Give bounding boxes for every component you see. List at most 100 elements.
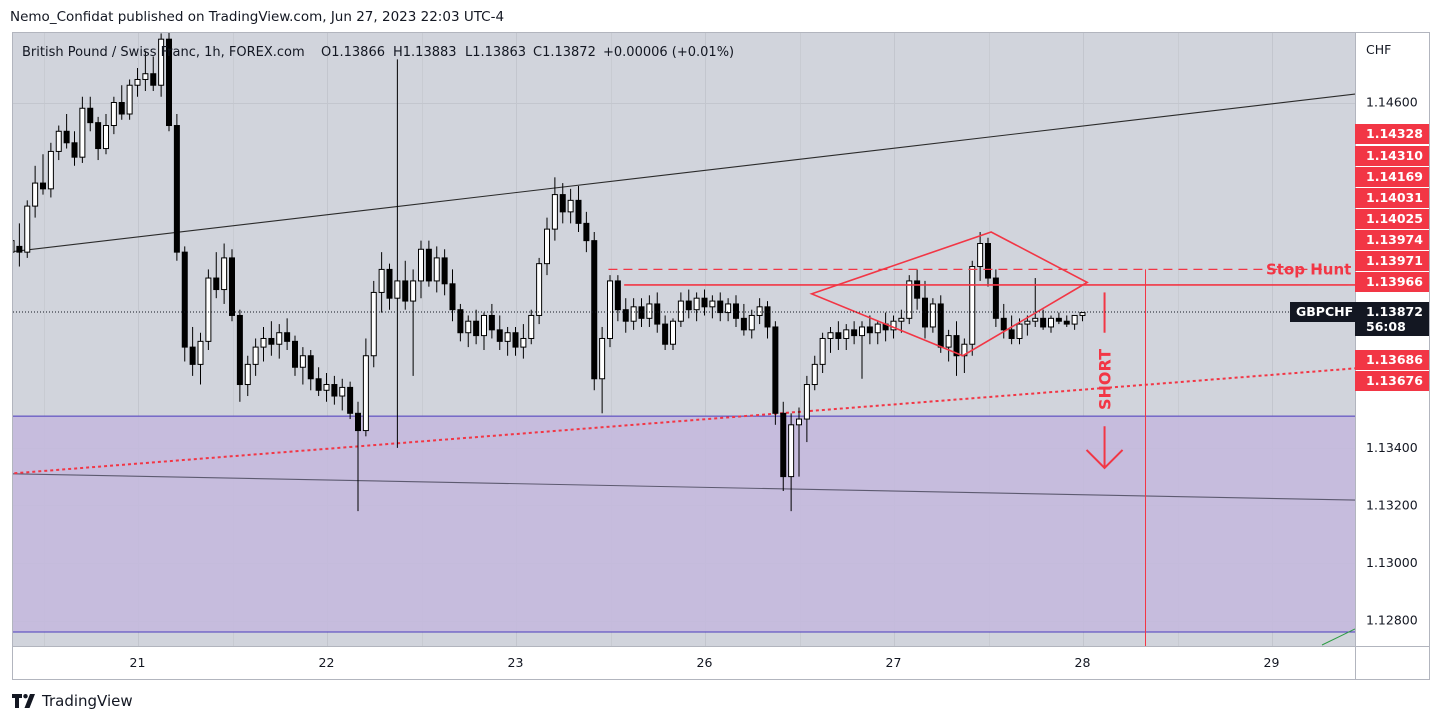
price-tick-label: 1.13200 xyxy=(1366,497,1418,512)
price-tick-label: 1.14600 xyxy=(1366,95,1418,110)
candle xyxy=(654,292,661,333)
candle-body xyxy=(520,337,527,348)
candle-body xyxy=(567,199,574,213)
candle xyxy=(819,332,826,374)
candle-body xyxy=(945,335,952,348)
candle-body xyxy=(929,303,936,328)
candle-body xyxy=(40,182,46,190)
candle xyxy=(693,292,700,322)
candle-body xyxy=(654,303,661,325)
candle-body xyxy=(803,384,810,420)
candle xyxy=(40,154,46,195)
candle xyxy=(953,321,960,376)
candle-body xyxy=(24,205,31,253)
diamond-pattern xyxy=(809,231,1089,357)
candle-body xyxy=(1055,317,1062,322)
plot-area[interactable]: Stop Hunt SHORT xyxy=(8,0,1441,646)
candle-body xyxy=(339,386,346,397)
candle xyxy=(197,332,204,385)
candle-body xyxy=(299,355,306,368)
candle xyxy=(24,200,31,258)
candle-body xyxy=(418,248,424,282)
candle-body xyxy=(126,84,133,115)
candle xyxy=(536,257,543,325)
candle xyxy=(166,33,172,132)
candle-layer xyxy=(13,33,1086,512)
candle-body xyxy=(740,317,747,331)
candle-body xyxy=(835,332,842,339)
candle-body xyxy=(71,142,78,158)
candle xyxy=(520,324,527,359)
candle xyxy=(780,401,787,491)
candle-body xyxy=(898,317,905,322)
trendline-layer xyxy=(13,93,1355,646)
candle-body xyxy=(370,291,377,357)
price-tag-box xyxy=(1355,209,1429,229)
candle xyxy=(866,315,873,345)
candle-body xyxy=(315,378,322,391)
candle xyxy=(118,85,125,120)
candle-body xyxy=(181,251,188,348)
candle-body xyxy=(410,280,417,302)
tradingview-brand[interactable]: TradingView xyxy=(12,692,133,710)
price-tag-box xyxy=(1355,230,1429,250)
candle xyxy=(126,79,133,120)
candle xyxy=(1079,312,1086,322)
candle-body xyxy=(213,277,220,291)
time-tick-label: 23 xyxy=(508,655,524,670)
candle-body xyxy=(709,300,716,308)
candle-body xyxy=(977,243,984,268)
candle-body xyxy=(748,314,755,331)
candle-body xyxy=(922,297,928,328)
candle xyxy=(512,326,519,356)
candle-body xyxy=(851,329,858,337)
candle-body xyxy=(260,337,267,348)
price-tag-label: 1.14025 xyxy=(1366,211,1423,226)
candle xyxy=(276,324,283,359)
candle xyxy=(205,269,212,350)
candle xyxy=(811,355,818,391)
candle xyxy=(142,50,149,91)
price-tag-box xyxy=(1355,167,1429,187)
annotation-layer: Stop Hunt SHORT xyxy=(13,231,1355,646)
candle-body xyxy=(236,314,243,386)
time-axis[interactable]: 21 22 23 26 27 28 29 xyxy=(130,655,1280,670)
candle-body xyxy=(591,240,598,380)
candle-body xyxy=(811,363,818,386)
candle-body xyxy=(103,125,109,150)
short-arrow-head xyxy=(1085,449,1124,470)
candle xyxy=(796,407,802,477)
candle-body xyxy=(63,130,70,144)
candle xyxy=(1024,315,1031,336)
candle-body xyxy=(764,306,771,328)
candle-body xyxy=(13,240,15,253)
candle xyxy=(173,114,180,261)
candle-body xyxy=(961,343,968,357)
candle xyxy=(441,249,448,296)
candle xyxy=(449,269,456,322)
time-tick-label: 27 xyxy=(886,655,902,670)
candle-body xyxy=(827,332,834,339)
candle-body xyxy=(717,300,724,314)
candle-body xyxy=(914,280,921,299)
candle-body xyxy=(874,323,881,334)
candle-body xyxy=(95,122,102,150)
price-axis[interactable]: CHF 1.14600 1.13400 1.13200 1.13000 1.12800 xyxy=(1366,42,1418,628)
candle xyxy=(756,298,763,325)
candle-body xyxy=(937,303,944,348)
candle-body xyxy=(142,73,149,80)
price-tag-label: 1.14328 xyxy=(1366,126,1423,141)
candle-body xyxy=(355,412,361,432)
time-tick-label: 29 xyxy=(1264,655,1280,670)
candle-body xyxy=(433,257,440,282)
candle xyxy=(701,289,708,316)
candle xyxy=(567,188,574,224)
candle xyxy=(874,321,881,345)
candle-body xyxy=(796,418,802,426)
candle xyxy=(13,240,15,253)
candle xyxy=(292,335,298,376)
candle-body xyxy=(780,412,787,478)
last-price-tag-box xyxy=(1355,302,1429,337)
candle xyxy=(914,269,921,310)
